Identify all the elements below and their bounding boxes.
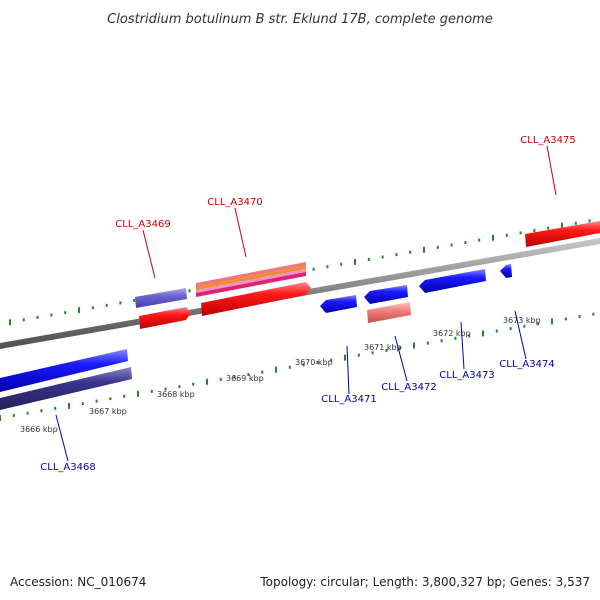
genome-summary-text: Topology: circular; Length: 3,800,327 bp…: [259, 575, 590, 589]
gene-feature-pseudo: [367, 302, 411, 323]
gene-feature-stripe: [196, 266, 306, 290]
leader-line: [514, 310, 527, 360]
leader-line: [234, 207, 247, 258]
scale-tick-label: 3673 kbp: [503, 316, 541, 325]
gene-feature-stripe: [196, 269, 306, 293]
scale-tick-label: 3666 kbp: [20, 425, 58, 434]
leader-line: [546, 145, 557, 196]
leader-line: [346, 345, 350, 395]
label-leaders: [55, 145, 557, 462]
gene-feature-overlap: [135, 288, 187, 308]
scale-tick-label: 3667 kbp: [89, 407, 127, 416]
reverse-tick-track: [0, 312, 595, 421]
gene-label[interactable]: CLL_A3471: [321, 394, 376, 405]
leader-line: [142, 229, 156, 279]
gene-cll-a3470[interactable]: [201, 282, 311, 316]
accession-text: Accession: NC_010674: [10, 575, 146, 589]
gene-cll-a3474[interactable]: [500, 264, 512, 278]
gene-feature-stripe: [196, 262, 306, 287]
scale-tick-label: 3669 kbp: [226, 374, 264, 383]
leader-line: [55, 414, 69, 462]
gene-cll-a3473[interactable]: [419, 269, 486, 293]
leader-line: [460, 321, 465, 370]
gene-feature-overlap: [0, 367, 132, 410]
forward-genes: [135, 221, 600, 329]
scale-labels: 3666 kbp 3667 kbp 3668 kbp 3669 kbp 3670…: [20, 316, 541, 434]
gene-label[interactable]: CLL_A3469: [115, 219, 170, 230]
gene-label[interactable]: CLL_A3470: [207, 197, 262, 208]
gene-labels: CLL_A3469 CLL_A3470 CLL_A3475 CLL_A3468 …: [40, 135, 575, 473]
scale-tick-label: 3672 kbp: [433, 329, 471, 338]
gene-cll-a3475[interactable]: [525, 221, 600, 247]
reverse-genes: [0, 264, 512, 410]
gene-feature-stripe: [196, 272, 306, 297]
map-title: Clostridium botulinum B str. Eklund 17B,…: [107, 12, 493, 27]
gene-cll-a3468[interactable]: [0, 349, 128, 392]
gene-label[interactable]: CLL_A3468: [40, 462, 95, 473]
scale-tick-label: 3670 kbp: [295, 358, 333, 367]
gene-label[interactable]: CLL_A3472: [381, 382, 436, 393]
gene-label[interactable]: CLL_A3474: [499, 359, 554, 370]
scale-tick-label: 3671 kbp: [364, 343, 402, 352]
gene-cll-a3469[interactable]: [139, 307, 191, 329]
gene-cll-a3471[interactable]: [320, 295, 357, 313]
leader-line: [394, 335, 408, 382]
scale-tick-label: 3668 kbp: [157, 390, 195, 399]
gene-label[interactable]: CLL_A3475: [520, 135, 575, 146]
gene-cll-a3472[interactable]: [364, 285, 408, 304]
gene-label[interactable]: CLL_A3473: [439, 370, 494, 381]
